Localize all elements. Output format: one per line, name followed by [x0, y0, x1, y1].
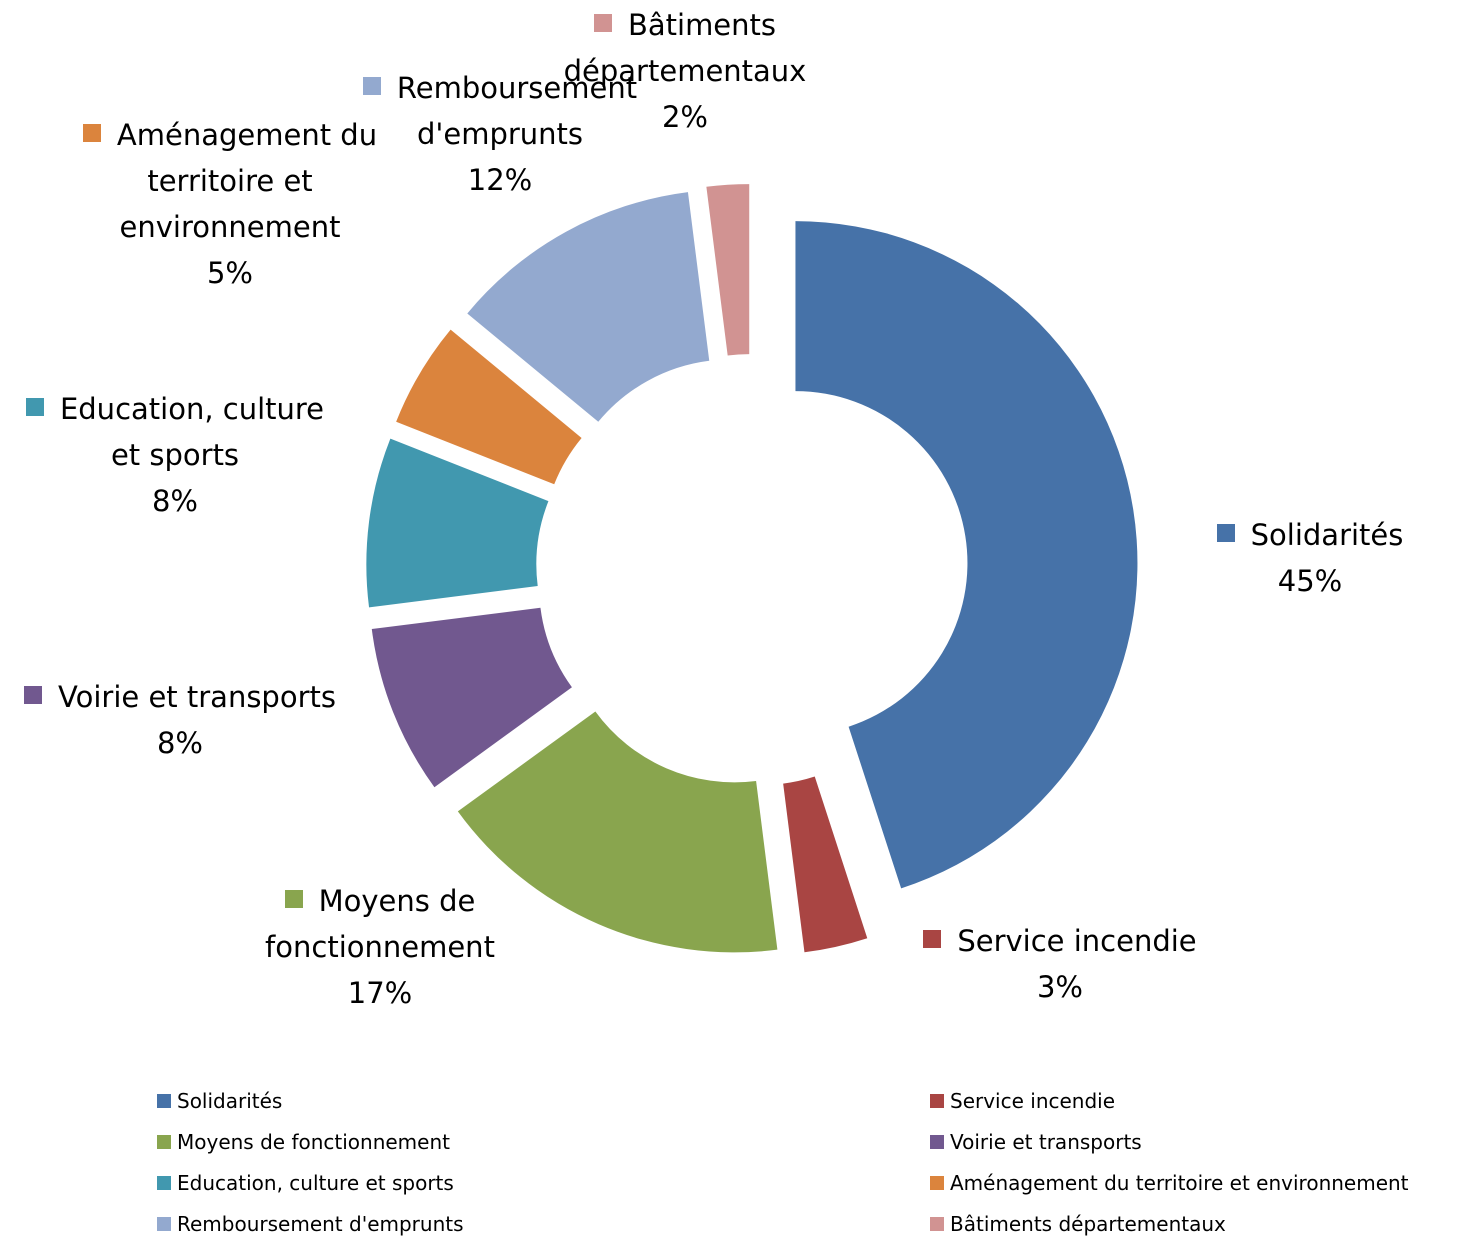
- legend-item: Education, culture et sports: [157, 1171, 454, 1195]
- label-category: Education, culture et sports: [59, 392, 325, 472]
- legend-label: Moyens de fonctionnement: [177, 1130, 450, 1154]
- data-label: Remboursement d'emprunts 12%: [340, 65, 660, 203]
- legend-label: Service incendie: [950, 1089, 1116, 1113]
- legend-label: Bâtiments départementaux: [950, 1212, 1226, 1236]
- label-value: 45%: [1277, 564, 1343, 598]
- data-label: Moyens de fonctionnement 17%: [230, 878, 530, 1016]
- legend-label: Voirie et transports: [950, 1130, 1142, 1154]
- data-label: Solidarités 45%: [1180, 512, 1440, 604]
- label-value: 2%: [661, 100, 708, 134]
- data-label: Service incendie 3%: [900, 918, 1220, 1010]
- label-swatch: [593, 14, 612, 32]
- label-value: 8%: [151, 484, 198, 518]
- label-category: Bâtiments départementaux: [563, 8, 807, 88]
- data-label: Aménagement du territoire et environneme…: [65, 112, 395, 296]
- legend-label: Education, culture et sports: [177, 1171, 454, 1195]
- legend-item: Moyens de fonctionnement: [157, 1130, 450, 1154]
- label-category: Voirie et transports: [58, 680, 336, 714]
- legend-swatch: [157, 1135, 171, 1149]
- label-category: Remboursement d'emprunts: [396, 71, 638, 151]
- legend-swatch: [930, 1176, 944, 1190]
- legend-item: Service incendie: [930, 1089, 1115, 1113]
- data-label: Voirie et transports 8%: [10, 674, 350, 766]
- label-swatch: [284, 890, 303, 908]
- donut-segment: [795, 221, 1138, 889]
- donut-segment: [457, 711, 778, 953]
- legend-swatch: [930, 1135, 944, 1149]
- legend-swatch: [930, 1094, 944, 1108]
- legend-item: Bâtiments départementaux: [930, 1212, 1226, 1236]
- label-swatch: [923, 930, 942, 948]
- data-label: Education, culture et sports 8%: [15, 386, 335, 524]
- label-value: 12%: [467, 163, 533, 197]
- label-category: Service incendie: [957, 924, 1197, 958]
- legend-item: Voirie et transports: [930, 1130, 1142, 1154]
- donut-segment: [371, 607, 572, 788]
- label-value: 17%: [347, 976, 413, 1010]
- legend-swatch: [157, 1094, 171, 1108]
- label-category: Solidarités: [1250, 518, 1404, 552]
- donut-segment: [366, 438, 549, 608]
- legend-label: Solidarités: [177, 1089, 283, 1113]
- label-swatch: [25, 398, 44, 416]
- legend-swatch: [930, 1217, 944, 1231]
- label-swatch: [82, 124, 101, 142]
- donut-segment: [783, 776, 868, 953]
- legend-label: Aménagement du territoire et environneme…: [950, 1171, 1409, 1195]
- legend-swatch: [157, 1217, 171, 1231]
- label-category: Moyens de fonctionnement: [265, 884, 495, 964]
- label-value: 5%: [206, 256, 253, 290]
- donut-segment: [706, 184, 750, 356]
- legend-swatch: [157, 1176, 171, 1190]
- donut-segment: [396, 329, 582, 485]
- label-category: Aménagement du territoire et environneme…: [116, 118, 378, 244]
- label-value: 3%: [1036, 970, 1083, 1004]
- legend-item: Solidarités: [157, 1089, 282, 1113]
- label-swatch: [1216, 524, 1235, 542]
- legend-item: Aménagement du territoire et environneme…: [930, 1171, 1409, 1195]
- label-swatch: [24, 686, 43, 704]
- legend-label: Remboursement d'emprunts: [177, 1212, 464, 1236]
- donut-segment: [467, 192, 710, 422]
- data-label: Bâtiments départementaux 2%: [525, 2, 845, 140]
- label-swatch: [362, 77, 381, 95]
- label-value: 8%: [156, 726, 203, 760]
- legend-item: Remboursement d'emprunts: [157, 1212, 464, 1236]
